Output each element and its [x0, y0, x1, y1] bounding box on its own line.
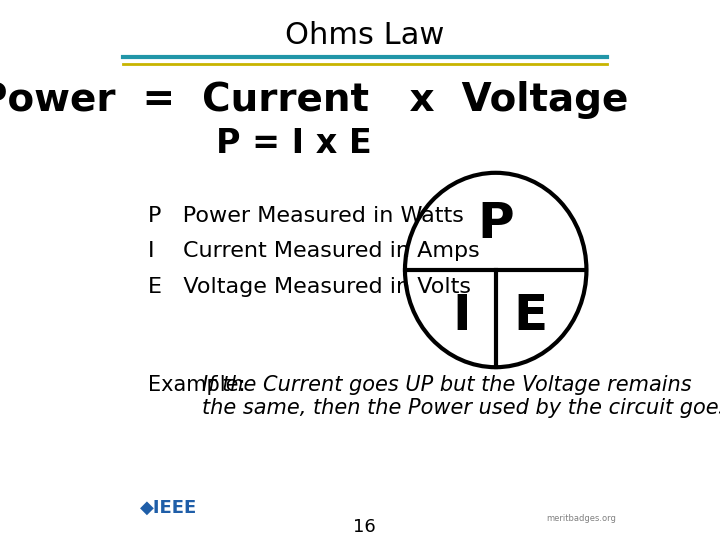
Text: ◆IEEE: ◆IEEE — [140, 498, 197, 517]
Text: P   Power Measured in Watts: P Power Measured in Watts — [148, 206, 464, 226]
Text: I: I — [452, 292, 471, 340]
Text: P = I x E: P = I x E — [216, 126, 372, 160]
Text: Ohms Law: Ohms Law — [285, 21, 444, 50]
Text: I    Current Measured in Amps: I Current Measured in Amps — [148, 241, 480, 261]
Text: If the Current goes UP but the Voltage remains
the same, then the Power used by : If the Current goes UP but the Voltage r… — [202, 375, 720, 418]
Text: Example:: Example: — [148, 375, 252, 395]
Text: 16: 16 — [354, 517, 376, 536]
Text: meritbadges.org: meritbadges.org — [546, 514, 616, 523]
Text: E: E — [513, 292, 547, 340]
Text: E   Voltage Measured in Volts: E Voltage Measured in Volts — [148, 277, 471, 298]
Text: Power  =  Current   x  Voltage: Power = Current x Voltage — [0, 81, 629, 119]
Text: P: P — [477, 200, 514, 248]
